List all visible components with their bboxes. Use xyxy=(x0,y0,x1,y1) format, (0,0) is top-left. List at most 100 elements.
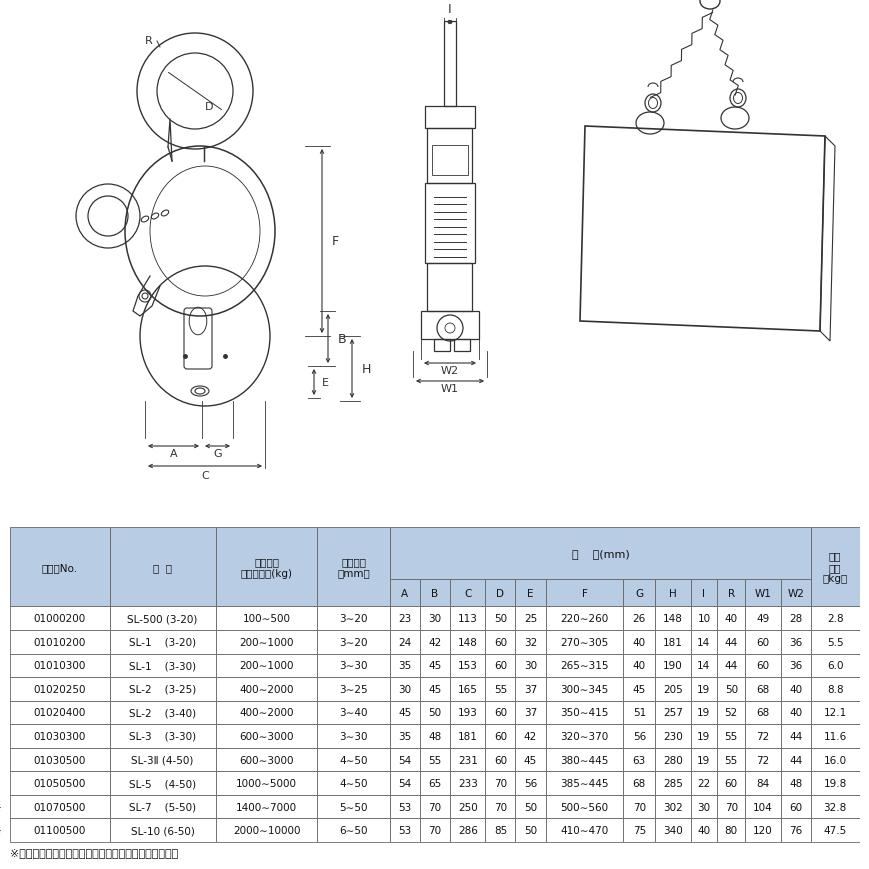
Bar xyxy=(216,795,317,819)
Bar xyxy=(515,819,545,842)
Text: 30: 30 xyxy=(428,614,441,624)
Bar xyxy=(216,819,317,842)
Text: SL-10 (6-50): SL-10 (6-50) xyxy=(130,826,195,835)
Text: 265∼315: 265∼315 xyxy=(560,660,608,671)
Bar xyxy=(654,725,690,748)
Bar xyxy=(317,772,389,795)
Bar xyxy=(389,701,420,725)
Text: 230: 230 xyxy=(662,731,682,741)
Bar xyxy=(421,312,479,340)
Bar xyxy=(716,580,745,607)
Text: 6.0: 6.0 xyxy=(826,660,843,671)
Text: SL-2    (3-40): SL-2 (3-40) xyxy=(129,707,196,718)
Bar xyxy=(10,527,109,607)
Text: 01000200: 01000200 xyxy=(34,614,86,624)
Text: SL-7    (5-50): SL-7 (5-50) xyxy=(129,802,196,812)
Text: 24: 24 xyxy=(398,637,411,647)
Bar xyxy=(690,630,716,653)
Text: 11.6: 11.6 xyxy=(823,731,846,741)
Bar xyxy=(716,607,745,630)
Text: D: D xyxy=(205,102,213,112)
Text: 3∼25: 3∼25 xyxy=(339,684,368,694)
Bar xyxy=(690,580,716,607)
Text: A: A xyxy=(401,588,408,598)
Bar xyxy=(420,607,449,630)
Text: 75: 75 xyxy=(632,826,645,835)
Text: 47.5: 47.5 xyxy=(823,826,846,835)
Bar xyxy=(449,819,485,842)
Text: 45: 45 xyxy=(428,684,441,694)
Bar xyxy=(654,607,690,630)
Text: 70: 70 xyxy=(428,826,441,835)
Text: 50: 50 xyxy=(523,802,536,812)
Text: B: B xyxy=(338,333,346,346)
Text: ※印の納期については、その都度お問い合わせ下さい。: ※印の納期については、その都度お問い合わせ下さい。 xyxy=(10,847,178,857)
Bar xyxy=(745,819,780,842)
Bar xyxy=(623,701,654,725)
Bar xyxy=(810,795,859,819)
Text: SL-500 (3-20): SL-500 (3-20) xyxy=(127,614,197,624)
Bar xyxy=(425,183,474,263)
Bar xyxy=(389,795,420,819)
Text: 72: 72 xyxy=(756,731,769,741)
Text: 6∼50: 6∼50 xyxy=(339,826,368,835)
Bar xyxy=(716,819,745,842)
Text: 28: 28 xyxy=(788,614,801,624)
Bar xyxy=(449,725,485,748)
Bar xyxy=(10,819,109,842)
Text: 55: 55 xyxy=(724,754,737,765)
Bar xyxy=(449,772,485,795)
Bar xyxy=(810,819,859,842)
Text: 37: 37 xyxy=(523,707,536,718)
Text: 25: 25 xyxy=(523,614,536,624)
Text: 19.8: 19.8 xyxy=(823,778,846,788)
Text: 40: 40 xyxy=(697,826,710,835)
Text: 14: 14 xyxy=(696,637,710,647)
Text: 286: 286 xyxy=(457,826,477,835)
Text: SL-1    (3-30): SL-1 (3-30) xyxy=(129,660,196,671)
Text: 44: 44 xyxy=(788,754,801,765)
Text: 40: 40 xyxy=(632,660,645,671)
Text: 56: 56 xyxy=(523,778,536,788)
Text: H: H xyxy=(362,362,371,375)
Bar xyxy=(420,748,449,772)
Bar xyxy=(485,607,515,630)
Text: 26: 26 xyxy=(632,614,645,624)
Text: 285: 285 xyxy=(662,778,682,788)
Bar xyxy=(454,340,469,352)
Bar xyxy=(654,748,690,772)
Text: 53: 53 xyxy=(398,826,411,835)
Text: 60: 60 xyxy=(494,637,507,647)
Bar xyxy=(485,819,515,842)
Text: 14: 14 xyxy=(696,660,710,671)
Text: 12.1: 12.1 xyxy=(823,707,846,718)
Text: 19: 19 xyxy=(696,707,710,718)
Text: 70: 70 xyxy=(494,778,507,788)
Text: 56: 56 xyxy=(632,731,645,741)
Bar xyxy=(109,701,216,725)
Bar xyxy=(109,677,216,701)
Text: R: R xyxy=(726,588,734,598)
Bar xyxy=(623,819,654,842)
Bar xyxy=(485,701,515,725)
Bar xyxy=(810,748,859,772)
Text: 200∼1000: 200∼1000 xyxy=(239,637,294,647)
Bar xyxy=(317,653,389,677)
Text: 3∼30: 3∼30 xyxy=(339,731,368,741)
Text: 68: 68 xyxy=(756,707,769,718)
Bar xyxy=(515,701,545,725)
Text: 44: 44 xyxy=(724,660,737,671)
Text: W2: W2 xyxy=(441,366,459,375)
Text: 30: 30 xyxy=(398,684,411,694)
Bar xyxy=(10,772,109,795)
Bar xyxy=(810,607,859,630)
Text: 153: 153 xyxy=(457,660,477,671)
Bar xyxy=(690,653,716,677)
Bar xyxy=(716,677,745,701)
Text: 280: 280 xyxy=(662,754,682,765)
Text: F: F xyxy=(332,235,339,249)
Bar xyxy=(109,795,216,819)
Bar xyxy=(485,580,515,607)
Bar xyxy=(216,677,317,701)
Bar xyxy=(10,653,109,677)
